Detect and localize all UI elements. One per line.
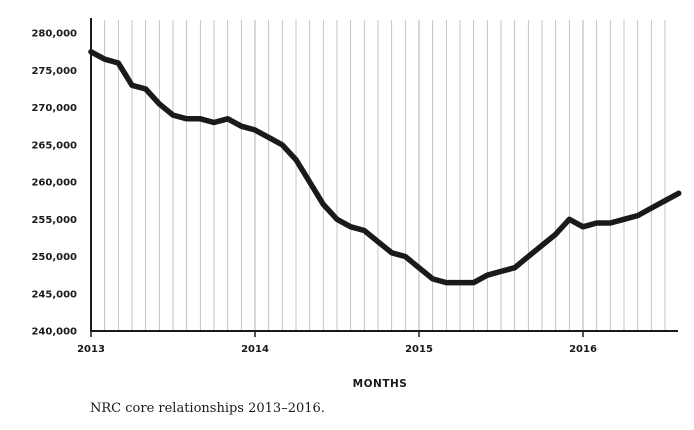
y-tick-label: 260,000 [31, 178, 77, 189]
y-tick-label: 245,000 [31, 289, 77, 300]
axes [90, 18, 678, 337]
vertical-gridlines [104, 20, 666, 331]
series-line [88, 49, 682, 286]
x-tick-label: 2016 [569, 344, 597, 355]
chart-line-layer [88, 49, 682, 286]
x-tick-label: 2013 [77, 344, 105, 355]
figure-caption: NRC core relationships 2013–2016. [90, 401, 325, 416]
x-axis-title: MONTHS [353, 378, 408, 390]
y-tick-labels: 240,000 245,000 250,000 255,000 260,000 265,0… [31, 29, 77, 338]
y-tick-label: 280,000 [31, 29, 77, 40]
y-tick-label: 275,000 [31, 66, 77, 77]
x-tick-labels: 2013 2014 2015 2016 [77, 344, 597, 355]
y-tick-label: 270,000 [31, 103, 77, 114]
x-tick-label: 2014 [241, 344, 269, 355]
x-tick-label: 2015 [405, 344, 433, 355]
y-tick-label: 255,000 [31, 215, 77, 226]
y-tick-label: 240,000 [31, 327, 77, 338]
line-chart: 240,000 245,000 250,000 255,000 260,000 265,0… [31, 18, 682, 390]
y-tick-label: 250,000 [31, 252, 77, 263]
y-tick-label: 265,000 [31, 140, 77, 151]
